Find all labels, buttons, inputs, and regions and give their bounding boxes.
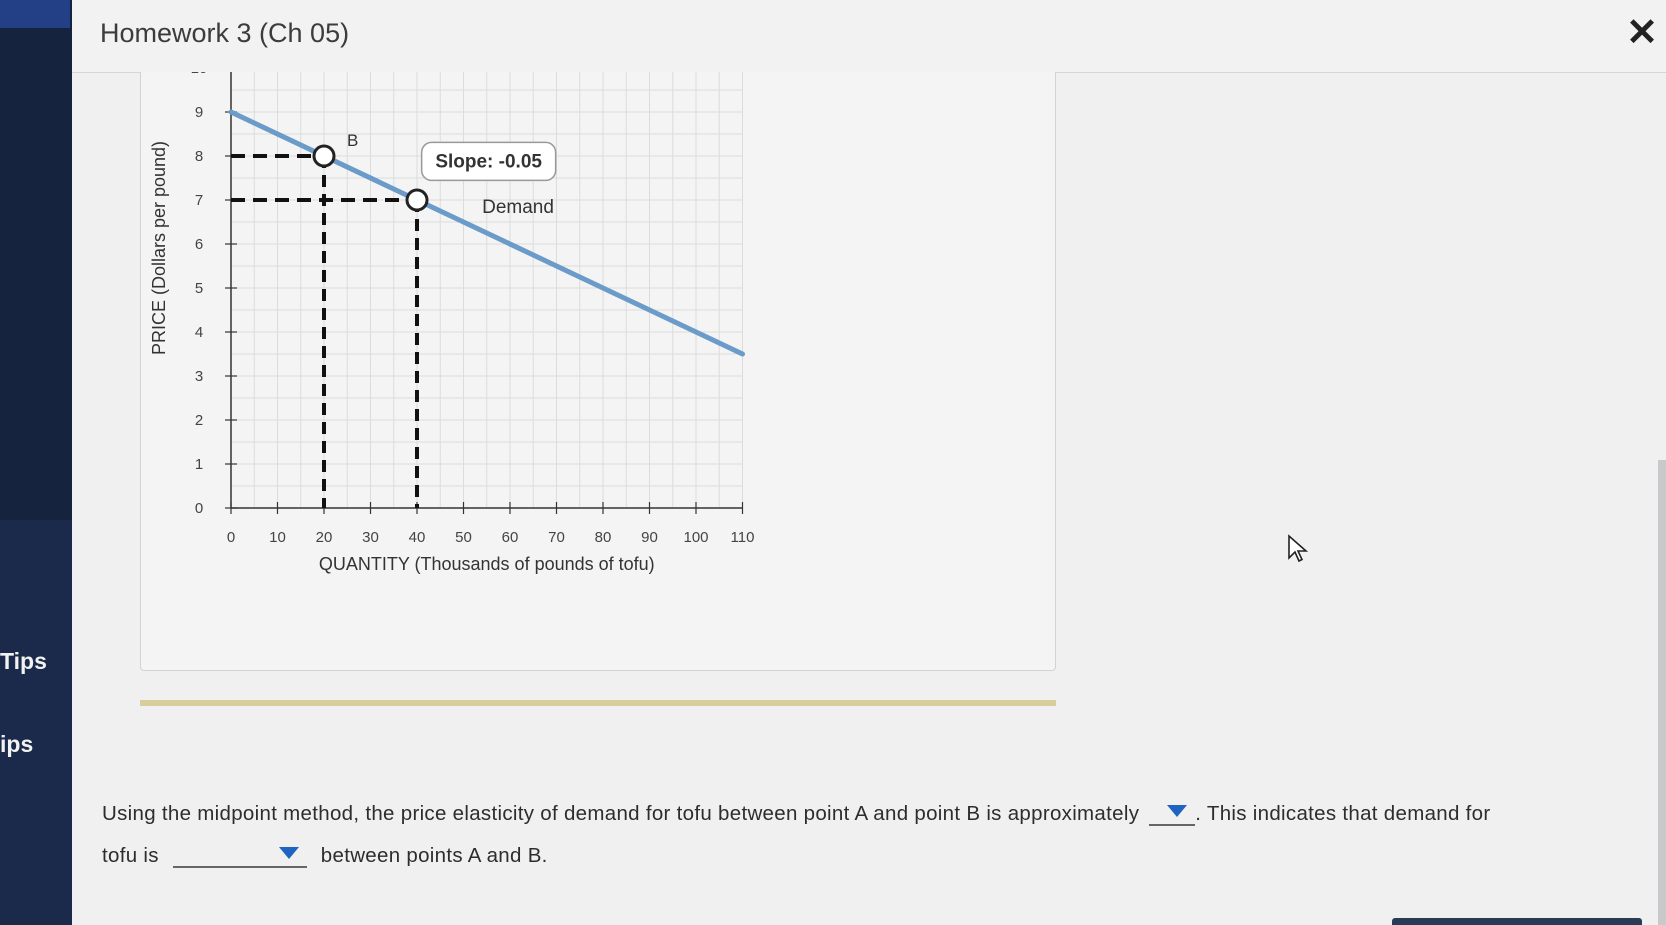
y-axis-label: PRICE (Dollars per pound) [149,141,169,355]
sidebar: Tips ips [0,0,82,925]
y-tick-label: 7 [195,192,203,209]
chevron-down-icon [278,847,299,859]
page-title: Homework 3 (Ch 05) [100,18,350,48]
slope-tooltip-text: Slope: -0.05 [435,151,542,172]
sidebar-tips-link-2[interactable]: ips [0,731,34,757]
main-panel: Homework 3 (Ch 05) ✕ 0 10 20 30 40 50 60 70 80 90… [72,0,1666,925]
demand-type-dropdown[interactable] [172,842,307,868]
x-tick-label: 80 [595,529,612,546]
header-bar: Homework 3 (Ch 05) ✕ [72,0,1666,73]
graph-panel: 0 10 20 30 40 50 60 70 80 90 100 110 0 1 2 3 4 5 6 7 8 9 10 QUA… [140,60,1056,671]
x-tick-label: 20 [316,529,333,546]
x-tick-label: 90 [641,529,658,546]
sidebar-top-block [0,0,70,28]
sidebar-tips-link[interactable]: Tips [0,648,47,674]
chevron-down-icon [1167,805,1188,817]
scrollbar[interactable] [1658,460,1666,925]
x-tick-label: 70 [548,529,565,546]
elasticity-dropdown[interactable] [1149,800,1196,826]
demand-chart[interactable]: 0 10 20 30 40 50 60 70 80 90 100 110 0 1 2 3 4 5 6 7 8 9 10 QUA… [141,60,1055,670]
x-tick-label: 0 [227,529,235,546]
y-tick-label: 6 [195,236,203,253]
question-text-part-1: Using the midpoint method, the price ela… [102,802,1140,825]
x-tick-label: 100 [683,529,708,546]
x-tick-label: 110 [731,529,755,546]
question-line-2: tofu is between points A and B. [102,842,548,868]
point-marker [405,188,429,212]
x-tick-label: 30 [362,529,379,546]
question-text-part-2: . This indicates that demand for [1195,802,1491,825]
point-label: B [347,131,358,150]
y-tick-label: 0 [195,500,203,517]
y-tick-label: 8 [195,148,203,165]
question-text-part-3: tofu is [102,844,159,867]
point-marker [312,144,336,168]
close-icon[interactable]: ✕ [1626,12,1658,54]
divider [140,700,1056,706]
y-tick-label: 9 [195,104,203,121]
demand-label: Demand [482,197,554,218]
sidebar-lower-block [0,520,82,925]
x-axis-label: QUANTITY (Thousands of pounds of tofu) [319,554,655,574]
y-tick-label: 2 [195,412,203,429]
y-tick-label: 3 [195,368,203,385]
slope-tooltip [420,141,557,182]
y-tick-label: 5 [195,280,203,297]
mouse-cursor-icon [1288,534,1309,563]
x-tick-label: 10 [269,529,286,546]
question-line-1: Using the midpoint method, the price ela… [102,800,1491,826]
question-text-part-4: between points A and B. [320,844,548,867]
x-tick-label: 60 [502,529,519,546]
y-tick-label: 10 [191,72,208,77]
y-tick-label: 1 [195,456,203,473]
y-tick-label: 4 [195,324,203,341]
x-tick-label: 50 [455,529,472,546]
x-tick-label: 40 [409,529,426,546]
bottom-button-edge [1392,918,1642,925]
